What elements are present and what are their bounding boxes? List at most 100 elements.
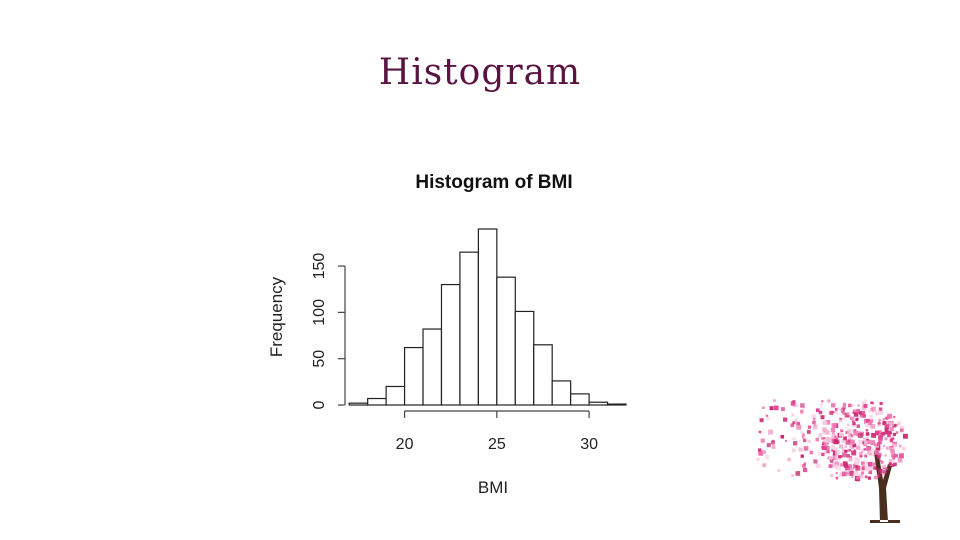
blossom-dot — [843, 417, 846, 420]
blossom-dot — [846, 453, 850, 458]
y-tick-label: 50 — [311, 350, 328, 368]
blossom-dot — [871, 402, 874, 405]
blossom-dot — [896, 421, 901, 426]
blossom-dot — [758, 430, 762, 434]
blossom-dot — [856, 424, 860, 428]
blossom-dot — [875, 445, 881, 451]
blossom-dot — [820, 415, 825, 420]
blossom-dot — [875, 413, 878, 416]
blossom-dot — [878, 436, 884, 441]
blossom-dot — [871, 453, 875, 457]
blossom-dot — [802, 436, 805, 439]
blossom-dot — [780, 434, 785, 439]
blossom-dot — [848, 403, 852, 408]
blossom-dot — [867, 462, 873, 467]
blossom-dot — [840, 429, 844, 433]
blossom-dot — [864, 399, 867, 402]
blossom-dot — [821, 437, 824, 440]
blossom-dot — [877, 421, 881, 425]
blossom-dot — [839, 432, 844, 437]
y-tick-label: 0 — [311, 400, 328, 409]
y-tick-label: 150 — [311, 253, 328, 280]
blossom-dot — [888, 462, 892, 466]
blossom-dot — [866, 467, 871, 472]
blossom-dot — [844, 426, 847, 429]
blossom-dot — [856, 409, 860, 413]
y-axis-label: Frequency — [267, 276, 286, 357]
blossom-dot — [860, 469, 865, 473]
blossom-dot — [874, 450, 880, 455]
blossom-dot — [852, 411, 855, 414]
blossom-dot — [817, 452, 822, 456]
blossom-dot — [900, 428, 904, 433]
histogram-bar — [403, 346, 424, 406]
blossom-dot — [889, 459, 893, 463]
blossom-dot — [818, 410, 823, 415]
blossom-dot — [871, 448, 877, 453]
blossom-dot — [824, 421, 828, 425]
blossom-dot — [880, 446, 884, 450]
blossom-dot — [893, 462, 897, 467]
blossom-dot — [884, 424, 890, 429]
blossom-dot — [813, 459, 818, 464]
blossom-dot — [841, 447, 845, 451]
blossom-dot — [892, 423, 896, 428]
blossom-dot — [803, 462, 807, 465]
blossom-dot — [844, 445, 847, 448]
blossom-dot — [846, 429, 852, 435]
blossom-dot — [815, 463, 820, 468]
blossom-dot — [899, 444, 902, 448]
blossom-dot — [783, 417, 788, 422]
blossom-dot — [835, 456, 838, 459]
blossom-dot — [824, 449, 828, 452]
histogram-bar — [367, 397, 387, 406]
blossom-dot — [853, 430, 858, 436]
blossom-dot — [821, 400, 824, 403]
blossom-dot — [840, 408, 844, 412]
blossom-dot — [844, 449, 848, 453]
blossom-dot — [867, 450, 872, 455]
blossom-dot — [835, 449, 841, 455]
blossom-dot — [834, 461, 840, 466]
blossom-dot — [849, 444, 854, 449]
blossom-dot — [860, 448, 864, 452]
blossom-dot — [873, 466, 877, 470]
blossom-dot — [881, 431, 885, 436]
blossom-dot — [862, 401, 867, 406]
histogram-bar — [570, 393, 590, 406]
blossom-dot — [874, 443, 879, 448]
blossom-dot — [836, 465, 841, 471]
blossom-dot — [889, 426, 894, 432]
blossom-dot — [803, 446, 809, 451]
blossom-dot — [868, 470, 873, 475]
blossom-dot — [831, 449, 834, 452]
blossom-dot — [800, 403, 805, 408]
histogram-bar — [514, 310, 535, 406]
blossom-dot — [884, 430, 889, 435]
blossom-dot — [857, 431, 862, 435]
chart-title: Histogram of BMI — [415, 172, 572, 193]
blossom-dot — [894, 453, 898, 458]
blossom-dot — [839, 472, 844, 477]
blossom-dot — [846, 412, 849, 415]
blossom-dot — [866, 419, 870, 423]
blossom-dot — [768, 429, 774, 435]
blossom-dot — [827, 399, 831, 403]
blossom-dot — [842, 407, 845, 410]
blossom-dot — [876, 442, 881, 446]
blossom-dot — [842, 449, 846, 454]
blossom-dot — [860, 471, 865, 475]
blossom-dot — [882, 418, 885, 421]
blossom-dot — [826, 449, 830, 454]
blossom-dot — [841, 471, 847, 477]
blossom-dot — [897, 457, 903, 463]
blossom-dot — [777, 469, 781, 472]
blossom-dot — [824, 451, 827, 454]
blossom-dot — [842, 402, 846, 406]
tree-trunk — [870, 450, 900, 523]
blossom-dot — [869, 414, 873, 419]
blossom-dot — [859, 412, 865, 418]
blossom-dot — [852, 422, 856, 426]
blossom-dot — [800, 463, 803, 467]
